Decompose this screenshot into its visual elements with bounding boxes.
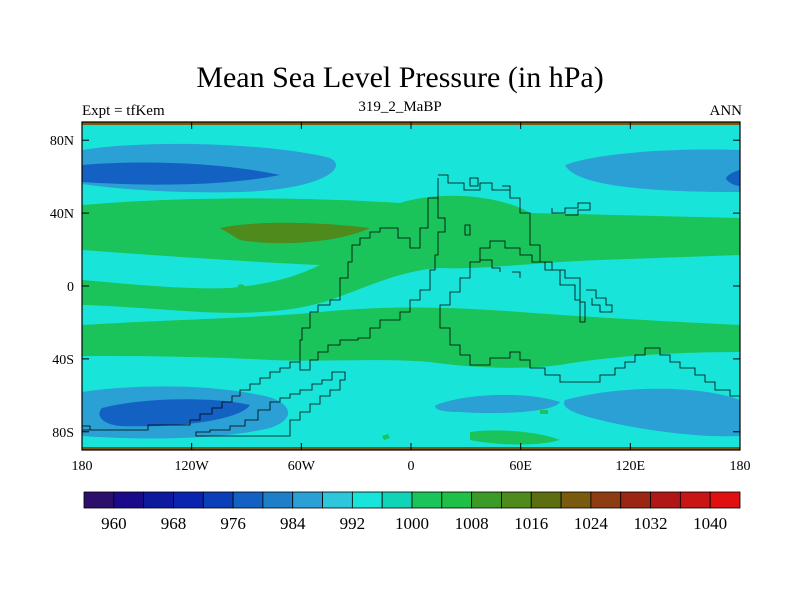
x-tick-label: 180	[72, 459, 93, 474]
colorbar-swatch	[501, 491, 532, 509]
x-tick-label: 180	[730, 459, 751, 474]
field-north-atlantic-high	[220, 222, 370, 244]
y-tick-label: 80N	[50, 134, 74, 149]
coastline-main-continent	[438, 174, 740, 397]
y-tick-label: 0	[67, 280, 74, 295]
colorbar-label: 1000	[395, 514, 429, 533]
field-sh-low-atlantic	[435, 394, 560, 414]
colorbar-swatch	[590, 491, 622, 509]
colorbar-swatch	[709, 491, 741, 509]
x-tick-label: 120W	[175, 459, 210, 474]
y-tick-label: 80S	[52, 426, 74, 441]
map-field	[82, 122, 740, 450]
colorbar-label: 976	[220, 514, 246, 533]
field-nh-low-inner	[82, 162, 280, 185]
x-tick-label: 60E	[509, 459, 532, 474]
colorbar-swatch	[530, 491, 562, 509]
coastline-south-continent	[82, 361, 346, 437]
colorbar-label: 984	[280, 514, 306, 533]
colorbar-swatch	[83, 491, 115, 509]
x-tick-label: 0	[408, 459, 415, 474]
field-sh-green-patch-a	[470, 430, 560, 445]
chart-title: Mean Sea Level Pressure (in hPa)	[196, 61, 604, 94]
coastline-east-island	[551, 202, 591, 216]
x-tick-label: 60W	[288, 459, 316, 474]
coastline-south-peninsula	[586, 289, 613, 313]
y-tick-label: 40S	[52, 353, 74, 368]
field-nh-low-east-inner	[726, 170, 740, 186]
colorbar-swatch	[351, 491, 383, 509]
axes: 180 120W 60W 0 60E 120E 180 80N 40N 0 40S 80S	[50, 122, 751, 474]
colorbar-label: 1024	[574, 514, 609, 533]
colorbar-swatch	[173, 491, 204, 509]
field-pacific-green-lobe	[237, 284, 246, 295]
period-label: 319_2_MaBP	[358, 99, 442, 115]
colorbar-swatch	[471, 491, 502, 509]
colorbar-label: 960	[101, 514, 127, 533]
colorbar: 960 968 976 984 992 1000 1008 1016 1024 1032 1040	[83, 491, 741, 533]
colorbar-swatch	[113, 491, 145, 509]
season-label: ANN	[709, 103, 743, 119]
colorbar-label: 1008	[455, 514, 489, 533]
coastline-north-east-lobe	[299, 178, 446, 371]
field-sh-green-patch-b	[382, 434, 390, 440]
y-tick-label: 40N	[50, 207, 74, 222]
colorbar-swatch	[202, 491, 234, 509]
colorbar-swatch	[232, 491, 264, 509]
field-nh-low-east-outer	[565, 149, 740, 192]
colorbar-label: 1016	[514, 514, 548, 533]
colorbar-swatch	[381, 491, 413, 509]
colorbar-swatch	[262, 491, 294, 509]
field-sh-low-inner	[99, 399, 250, 427]
colorbar-swatch	[650, 491, 681, 509]
colorbar-swatch	[441, 491, 473, 509]
colorbar-label: 968	[161, 514, 187, 533]
field-sh-subtropical-high	[82, 307, 740, 368]
x-tick-label: 120E	[616, 459, 646, 474]
colorbar-swatch	[411, 491, 443, 509]
colorbar-swatch	[620, 491, 651, 509]
field-sh-low-indian	[564, 388, 740, 437]
colorbar-label: 992	[340, 514, 366, 533]
coastlines	[82, 174, 740, 437]
coastline-inland-step	[464, 224, 521, 278]
coastline-arctic-island	[469, 177, 511, 190]
colorbar-label: 1032	[634, 514, 668, 533]
field-equator-low	[82, 250, 320, 289]
colorbar-swatch	[560, 491, 592, 509]
field-sh-green-patch-c	[540, 410, 548, 414]
colorbar-swatch	[292, 491, 323, 509]
colorbar-label: 1040	[693, 514, 727, 533]
experiment-label: Expt = tfKem	[82, 103, 165, 119]
colorbar-swatch	[143, 491, 174, 509]
colorbar-swatch	[679, 491, 711, 509]
colorbar-swatch	[322, 491, 353, 509]
